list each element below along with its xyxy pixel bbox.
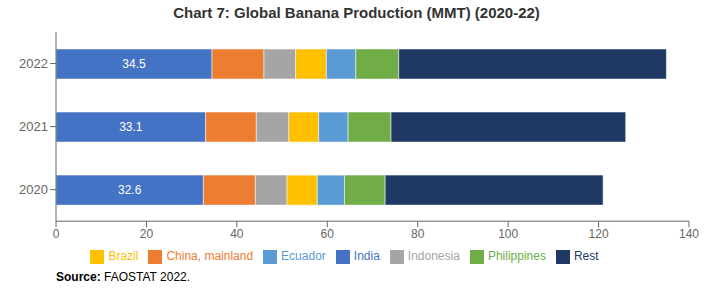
html-text:Ecuador: Ecuador — [281, 249, 326, 264]
svg-text:100: 100 — [498, 227, 518, 241]
svg-text:2022: 2022 — [19, 56, 48, 71]
svg-text:0: 0 — [53, 227, 60, 241]
svg-text:32.6: 32.6 — [118, 183, 142, 197]
svg-text:33.1: 33.1 — [119, 120, 143, 134]
html-text:Brazil: Brazil — [108, 249, 139, 264]
html-text:India: India — [353, 249, 380, 264]
svg-text:120: 120 — [589, 227, 609, 241]
html-text:Philippines: Philippines — [487, 249, 546, 264]
svg-text:140: 140 — [679, 227, 699, 241]
svg-text:80: 80 — [411, 227, 425, 241]
svg-text:34.5: 34.5 — [122, 57, 146, 71]
html-text:Source: FAOSTAT 2022.: Source: FAOSTAT 2022. — [56, 270, 191, 284]
svg-text:2020: 2020 — [19, 182, 48, 197]
html-text:Rest: Rest — [573, 249, 599, 264]
html-text:Chart 7: Global Banana Product: Chart 7: Global Banana Production (MMT) … — [173, 4, 540, 21]
svg-text:2021: 2021 — [19, 119, 48, 134]
html-text:Indonesia: Indonesia — [407, 249, 460, 264]
svg-text:60: 60 — [321, 227, 335, 241]
svg-text:40: 40 — [230, 227, 244, 241]
html-text:China, mainland: China, mainland — [166, 249, 254, 264]
svg-text:20: 20 — [140, 227, 154, 241]
